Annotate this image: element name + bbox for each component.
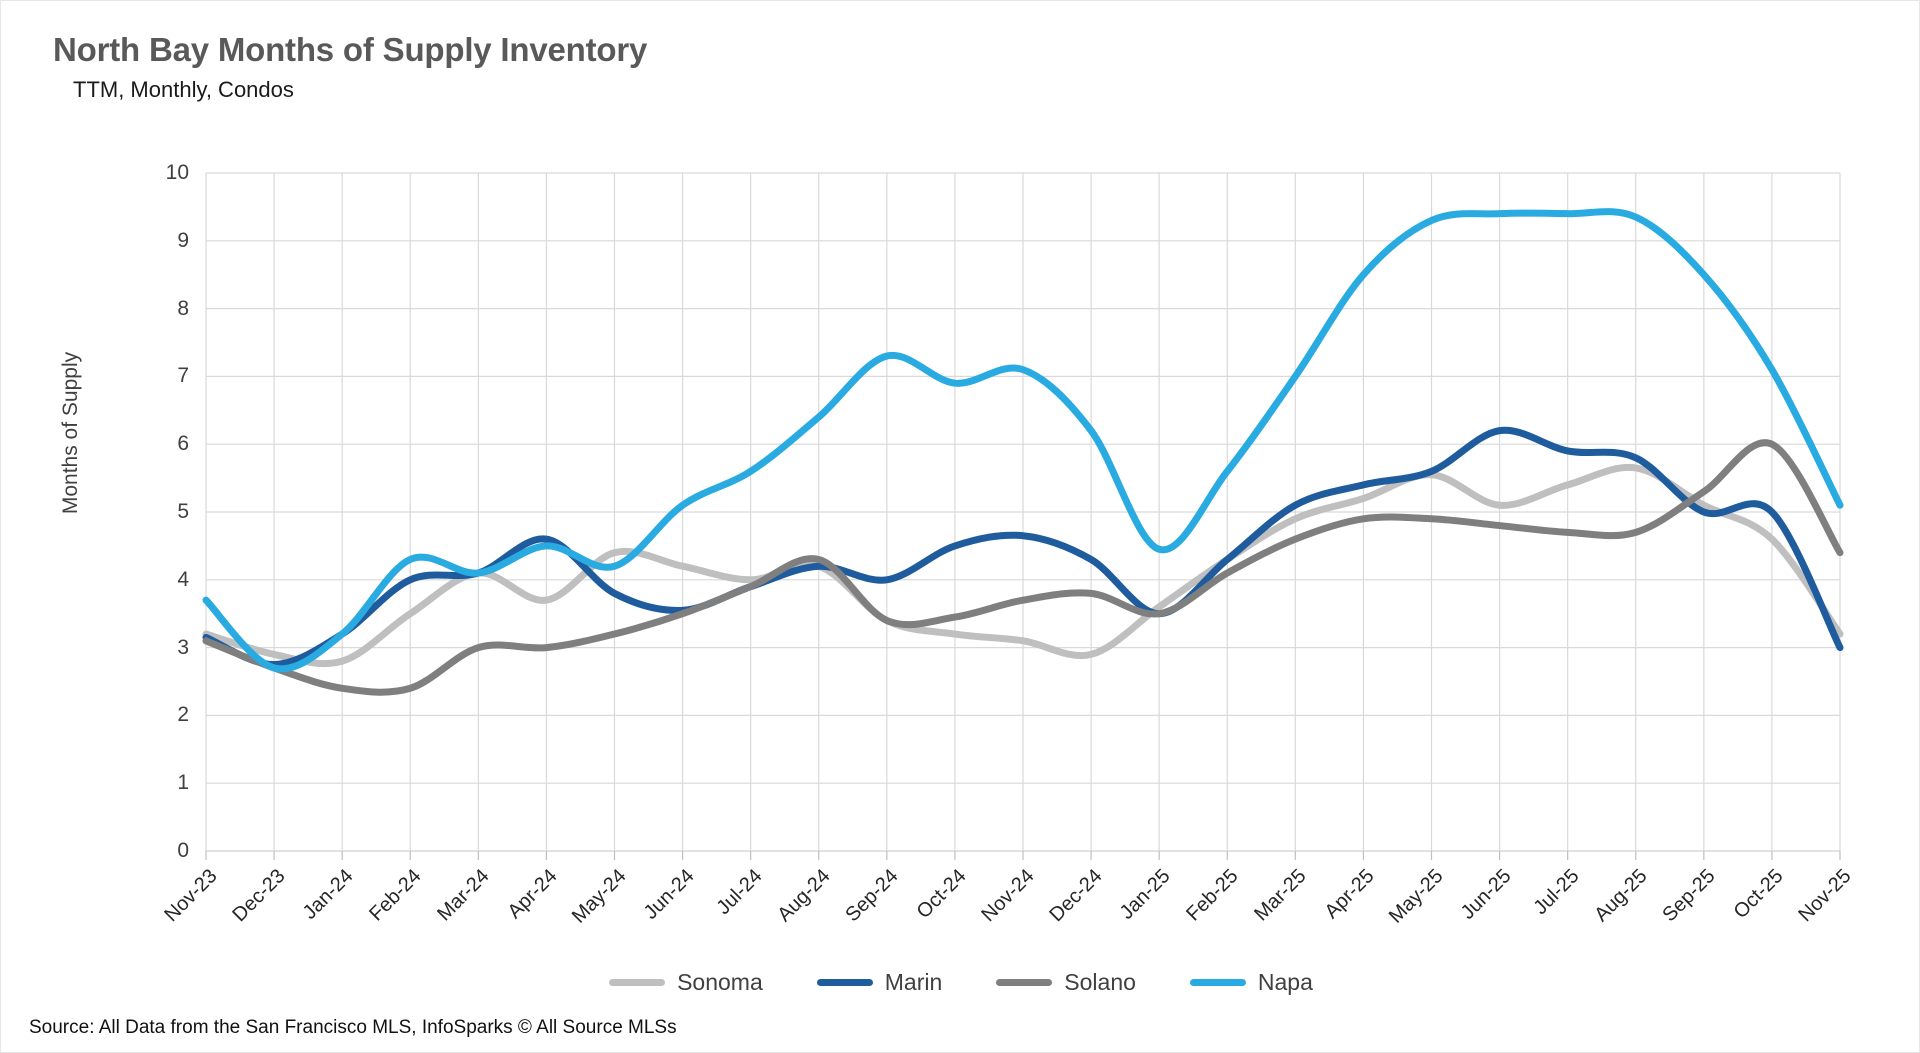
x-tick-label-text: Nov-25: [1794, 865, 1856, 927]
series-lines: [202, 208, 1844, 696]
legend-label: Solano: [1064, 969, 1136, 995]
x-tick-label-text: Jun-24: [639, 865, 699, 924]
x-tick-label-text: Sep-24: [841, 865, 903, 927]
x-tick-label-text: Feb-25: [1182, 865, 1243, 926]
legend-swatch-sonoma: [609, 979, 666, 986]
chart-legend: Sonoma Marin Solano Napa: [1, 969, 1920, 996]
x-axis-tick-labels: Nov-23 Dec-23 Jan-24 Feb-24 Mar-24 Apr-24 May-…: [160, 851, 1855, 981]
series-line-napa: [202, 208, 1844, 673]
legend-swatch-napa: [1189, 979, 1246, 986]
y-tick-label: 10: [165, 161, 189, 184]
y-tick-label: 0: [177, 839, 189, 862]
x-tick-label-text: Mar-24: [433, 865, 494, 926]
y-axis-tick-labels: 0 1 2 3 4 5 6 7 8 9 10: [111, 161, 189, 862]
x-tick-label-text: Feb-24: [365, 865, 426, 926]
y-tick-label: 6: [177, 432, 189, 456]
legend-item-marin[interactable]: Marin: [816, 969, 943, 996]
legend-item-sonoma[interactable]: Sonoma: [609, 969, 763, 996]
legend-swatch-marin: [816, 979, 873, 986]
legend-swatch-solano: [996, 979, 1053, 986]
legend-label: Napa: [1257, 969, 1313, 995]
y-tick-label: 8: [177, 296, 189, 320]
x-tick-label-text: Oct-24: [912, 865, 971, 924]
y-tick-label: 7: [177, 364, 189, 388]
x-tick-label-text: Oct-25: [1729, 865, 1788, 924]
source-note: Source: All Data from the San Francisco …: [29, 1017, 677, 1038]
x-tick-label-text: Apr-24: [503, 865, 562, 924]
x-tick-label-text: Dec-23: [228, 865, 290, 927]
y-tick-label: 1: [177, 771, 189, 795]
series-line-solano: [202, 439, 1844, 696]
chart-subtitle: TTM, Monthly, Condos: [73, 77, 294, 102]
legend-item-solano[interactable]: Solano: [996, 969, 1136, 996]
x-tick-label-text: Sep-25: [1658, 865, 1720, 927]
y-tick-label: 9: [177, 228, 189, 252]
legend-item-napa[interactable]: Napa: [1189, 969, 1313, 996]
x-tick-label-text: Aug-24: [773, 865, 835, 927]
x-tick-label-text: Dec-24: [1045, 865, 1107, 927]
y-tick-label: 4: [177, 567, 189, 591]
x-tick-label-text: Nov-24: [977, 865, 1039, 927]
y-tick-label: 3: [177, 635, 189, 659]
x-tick-label-text: Apr-25: [1320, 865, 1379, 924]
x-tick-label-text: Nov-23: [160, 865, 222, 927]
legend-label: Marin: [884, 969, 943, 995]
y-tick-label: 2: [177, 703, 189, 727]
x-tick-label-text: Aug-25: [1590, 865, 1652, 927]
plot-area: [202, 172, 1844, 860]
chart-svg: [202, 172, 1844, 860]
x-tick-label-text: Jul-24: [712, 865, 767, 920]
x-tick-label-text: Jan-24: [298, 865, 358, 924]
x-tick-label-text: May-24: [567, 865, 631, 928]
x-tick-label-text: May-25: [1384, 865, 1448, 928]
gridlines: [205, 172, 1841, 860]
x-tick-label-text: Mar-25: [1250, 865, 1311, 926]
page-title: North Bay Months of Supply Inventory: [53, 31, 648, 68]
legend-label: Sonoma: [677, 969, 763, 995]
x-tick-label-text: Jun-25: [1456, 865, 1516, 924]
x-tick-label-text: Jan-25: [1115, 865, 1175, 924]
x-tick-label-text: Jul-25: [1529, 865, 1584, 920]
y-axis-title: Months of Supply: [59, 351, 82, 515]
y-tick-label: 5: [177, 500, 189, 523]
